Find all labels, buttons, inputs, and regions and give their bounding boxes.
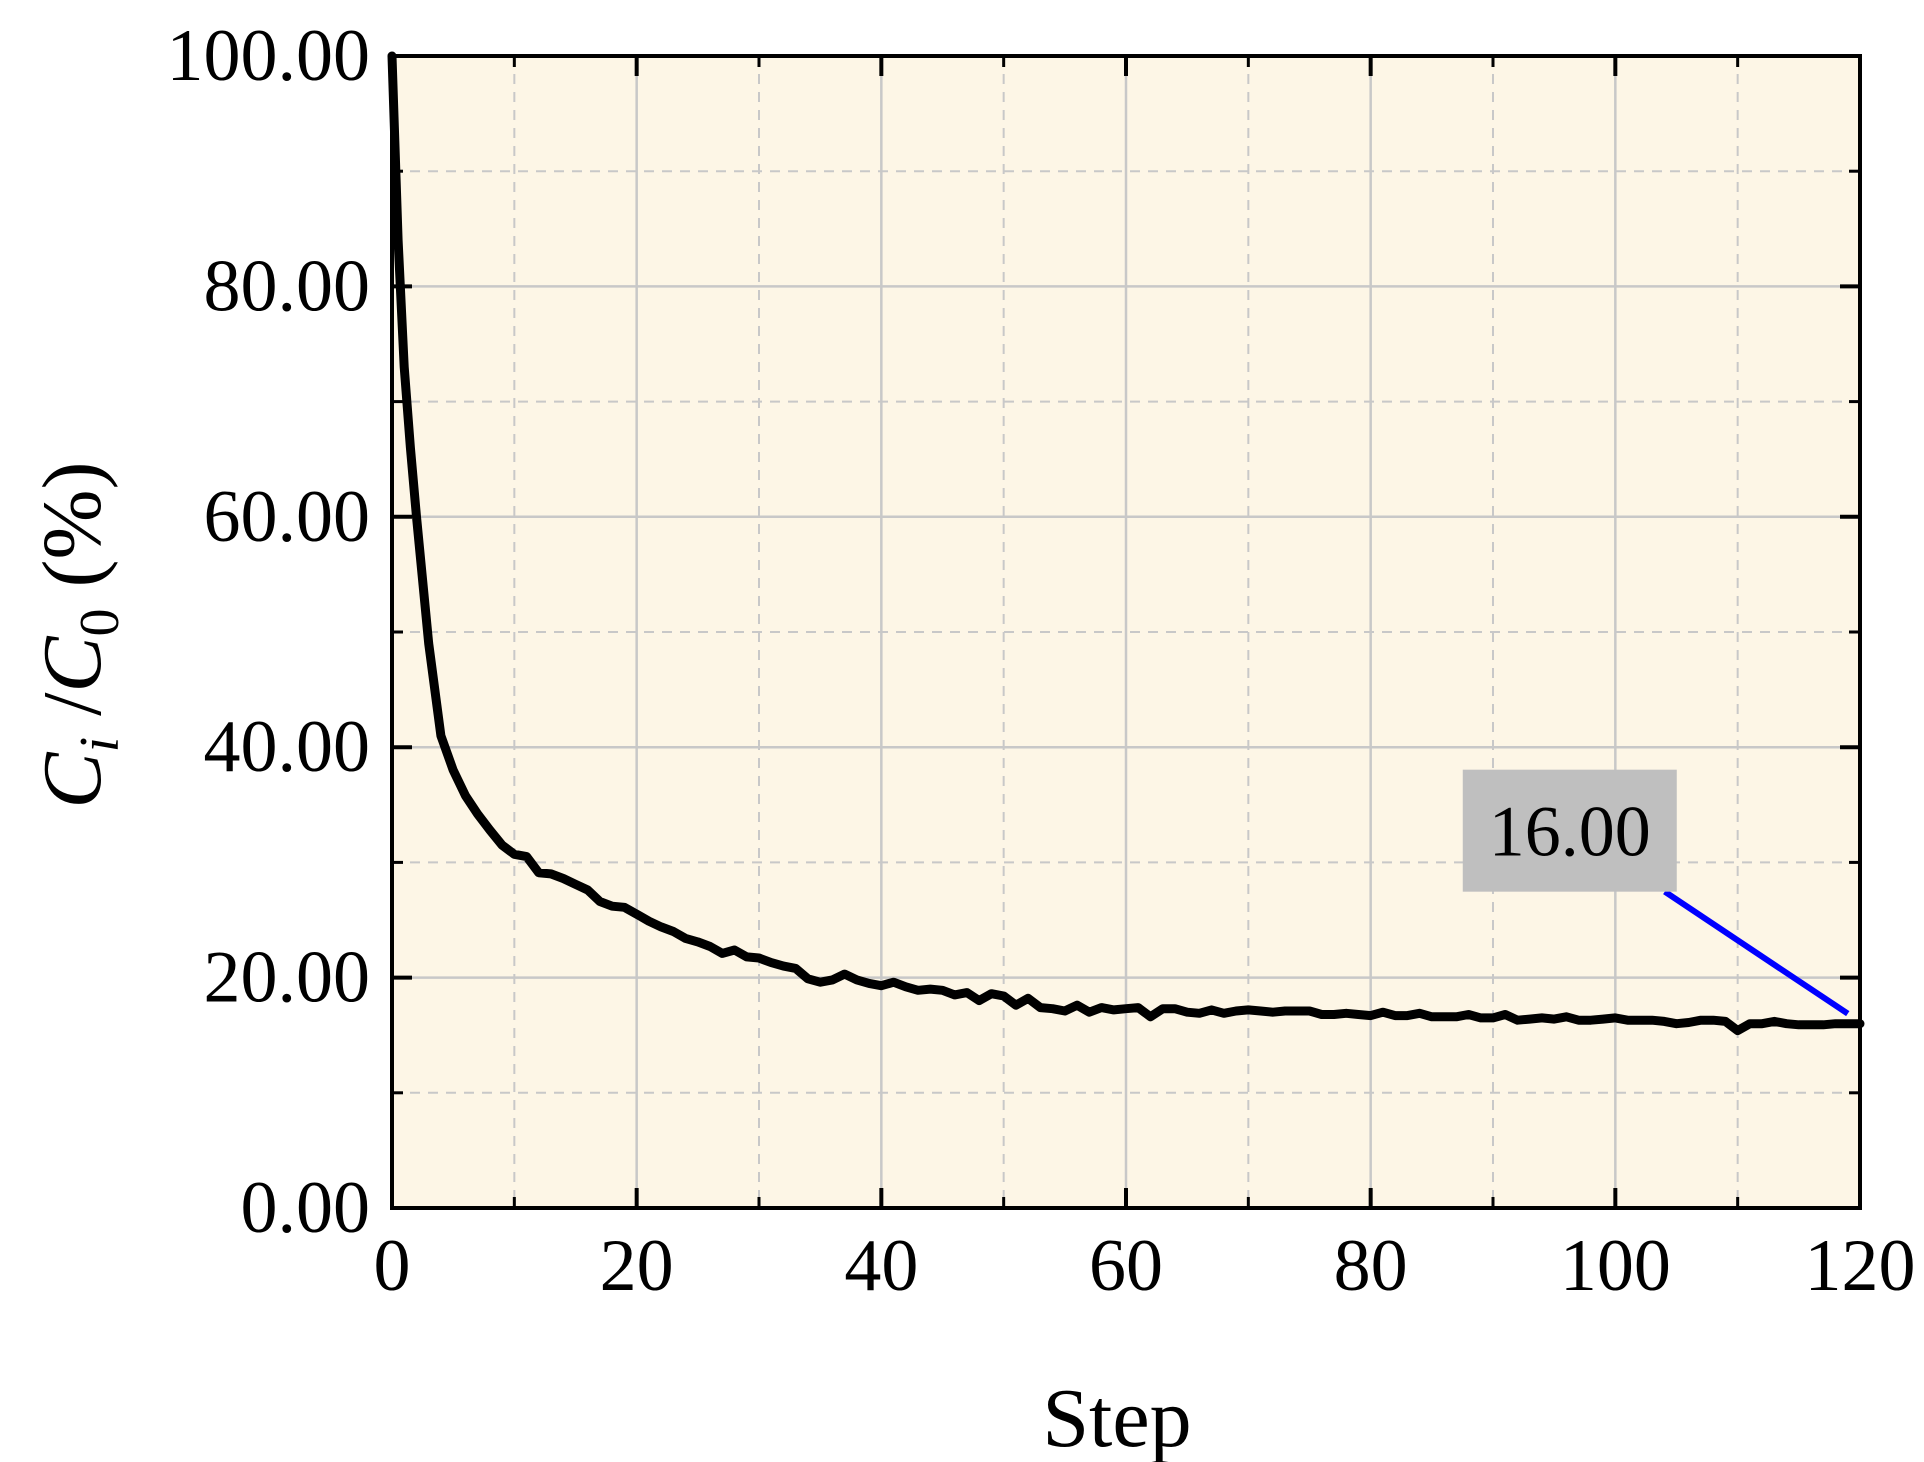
y-tick-labels: 0.00 20.00 40.00 60.00 80.00 100.00 [167, 15, 371, 1249]
x-tick-label: 80 [1334, 1225, 1408, 1307]
y-tick-label: 40.00 [204, 706, 371, 788]
y-axis-title-sep: / [26, 692, 119, 737]
x-tick-labels: 0 20 40 60 80 100 120 [374, 1225, 1916, 1307]
y-axis-title: Ci /C0 (%) [26, 462, 131, 809]
annotation-leader [1663, 889, 1850, 1017]
y-tick-label: 0.00 [241, 1167, 371, 1249]
y-axis-title-c: C [26, 751, 119, 808]
x-tick-label: 60 [1089, 1225, 1163, 1307]
x-tick-label: 40 [844, 1225, 918, 1307]
y-axis-title-sub-i: i [69, 737, 131, 753]
y-axis-title-c0: C [26, 636, 119, 693]
x-tick-label: 120 [1805, 1225, 1916, 1307]
annotation-box [1462, 769, 1677, 892]
annotation-label: 16.00 [1489, 792, 1651, 872]
series-line [387, 51, 1865, 1036]
y-axis-title-unit: (%) [26, 462, 119, 609]
plot-frame [390, 54, 1862, 1210]
y-tick-label: 60.00 [204, 476, 371, 558]
y-tick-label: 20.00 [204, 937, 371, 1019]
y-tick-label: 100.00 [167, 15, 371, 97]
x-tick-label: 20 [600, 1225, 674, 1307]
y-axis-title-sub-0: 0 [69, 608, 131, 636]
x-tick-label: 100 [1560, 1225, 1671, 1307]
x-tick-label: 0 [374, 1225, 411, 1307]
y-tick-label: 80.00 [204, 245, 371, 327]
x-axis-title: Step [1042, 1372, 1191, 1462]
